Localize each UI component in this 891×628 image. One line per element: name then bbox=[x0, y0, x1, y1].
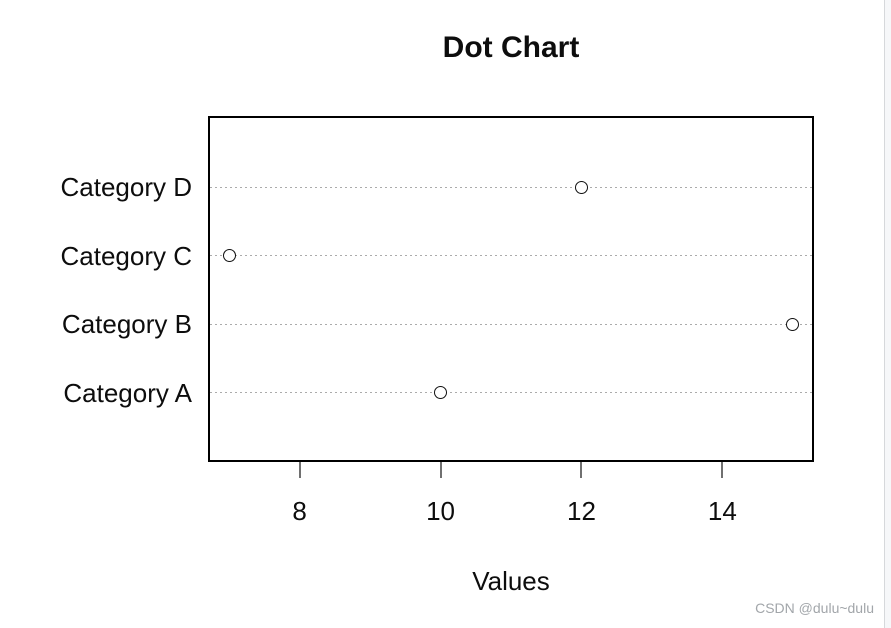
category-label: Category A bbox=[63, 377, 192, 408]
watermark: CSDN @dulu~dulu bbox=[755, 600, 874, 616]
gridline bbox=[210, 323, 812, 325]
x-tick-label: 12 bbox=[566, 496, 596, 526]
data-point bbox=[786, 317, 800, 331]
gridline bbox=[210, 392, 812, 393]
x-tick bbox=[439, 462, 442, 478]
scrollbar[interactable] bbox=[884, 0, 891, 628]
chart-title: Dot Chart bbox=[442, 31, 580, 64]
x-tick bbox=[298, 462, 301, 478]
gridline bbox=[210, 255, 812, 256]
data-point bbox=[574, 180, 588, 194]
category-label: Category B bbox=[61, 309, 192, 339]
x-tick-label: 8 bbox=[292, 496, 307, 526]
category-label: Category C bbox=[60, 240, 193, 271]
category-label: Category D bbox=[60, 172, 193, 202]
x-tick bbox=[580, 462, 583, 478]
x-tick-label: 14 bbox=[707, 496, 737, 526]
gridline bbox=[210, 186, 812, 188]
data-point bbox=[434, 386, 448, 399]
x-tick-label: 10 bbox=[426, 496, 455, 526]
data-point bbox=[222, 249, 236, 262]
plot-area bbox=[208, 116, 814, 462]
x-axis-label: Values bbox=[472, 566, 550, 596]
x-tick bbox=[721, 462, 724, 478]
